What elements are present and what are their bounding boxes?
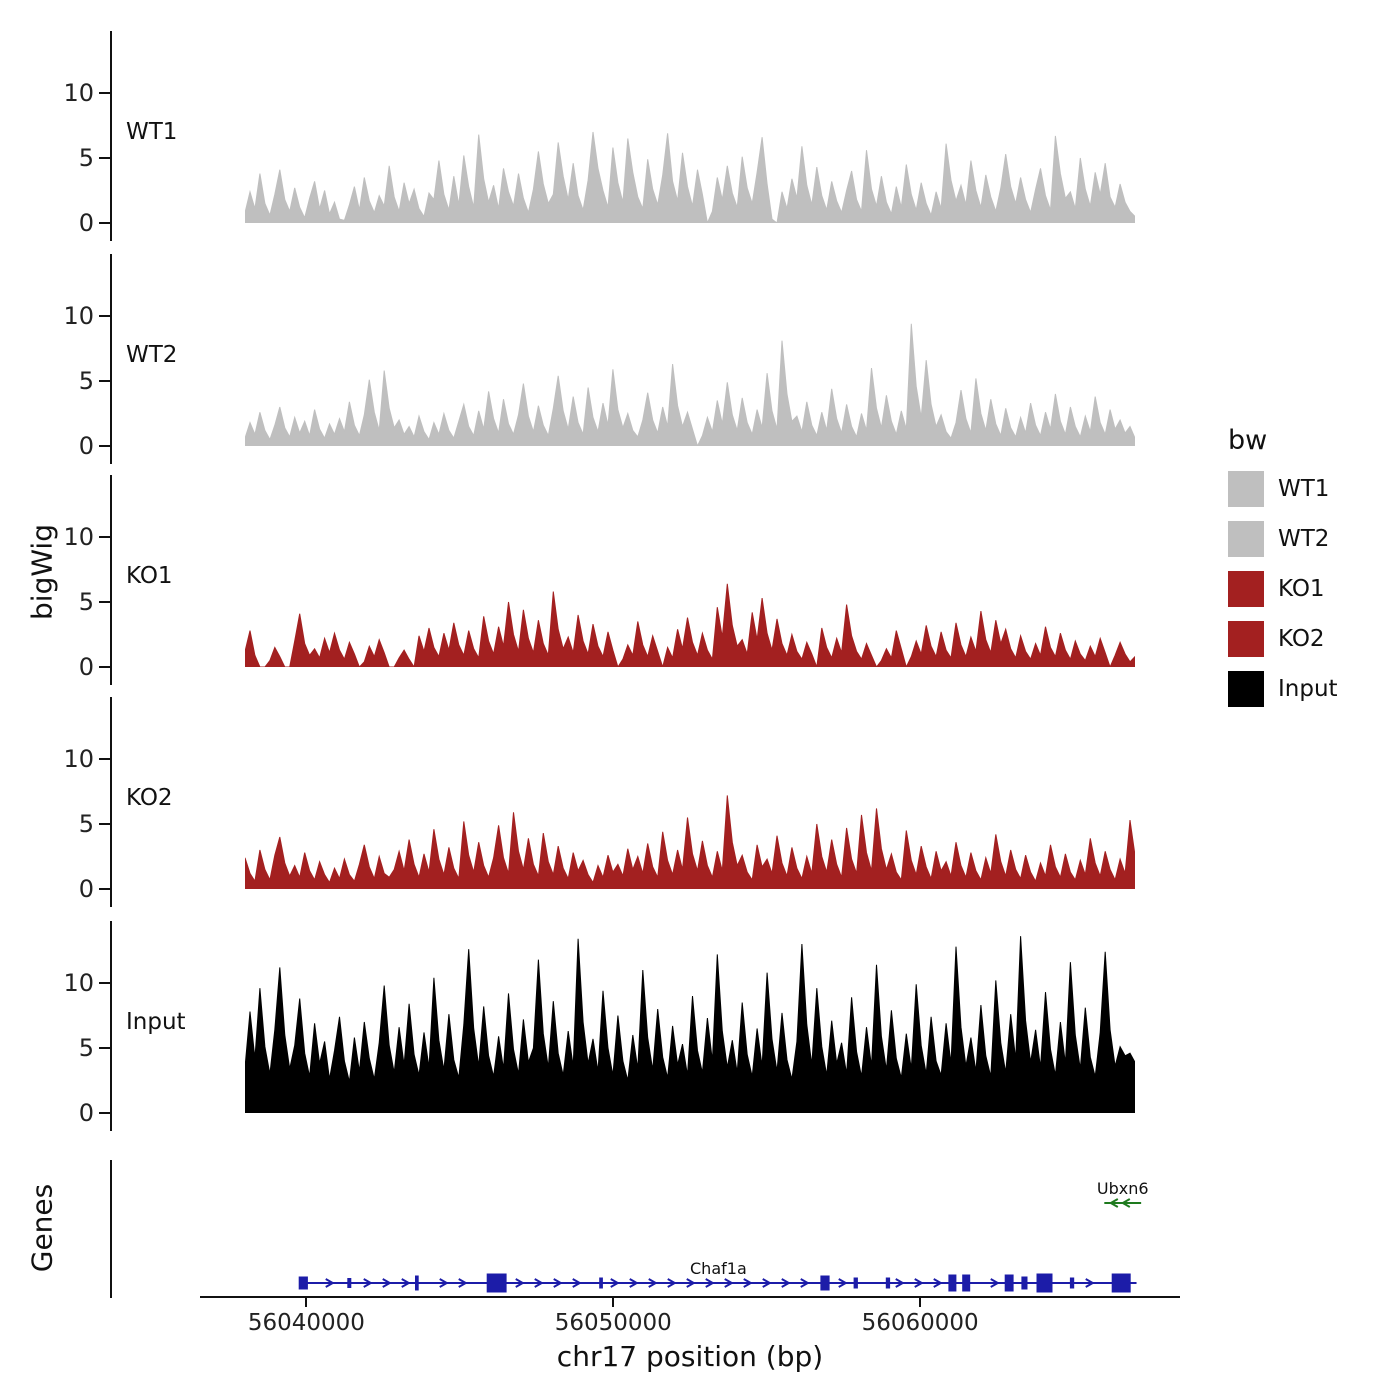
track-ko1-area bbox=[245, 583, 1135, 667]
panel-input-ytick-label-0: 0 bbox=[78, 1099, 94, 1127]
panel-input-ytick-label-10: 10 bbox=[63, 969, 94, 997]
xtick-56040000 bbox=[305, 1298, 308, 1307]
gene-chaf1a-exon-11 bbox=[1021, 1276, 1028, 1290]
gene-chaf1a-exon-6 bbox=[853, 1277, 858, 1289]
track-label-input: Input bbox=[126, 1009, 186, 1035]
gene-ubxn6-strand-arrows bbox=[1108, 1198, 1131, 1208]
x-axis-line bbox=[200, 1296, 1180, 1298]
panel-ko2-ytick-5 bbox=[99, 823, 110, 825]
panel-wt1-ytick-label-5: 5 bbox=[78, 144, 94, 172]
panel-wt1-ytick-label-0: 0 bbox=[78, 209, 94, 237]
track-label-ko1: KO1 bbox=[126, 563, 173, 589]
legend-label-ko2: KO2 bbox=[1278, 626, 1325, 652]
gene-chaf1a-exon-12 bbox=[1036, 1273, 1053, 1293]
legend-label-input: Input bbox=[1278, 676, 1338, 702]
panel-wt1-axis-line bbox=[110, 31, 112, 241]
genes-track-canvas bbox=[298, 1198, 1142, 1293]
genes-panel-axis-line bbox=[110, 1160, 112, 1298]
panel-wt2-ytick-label-10: 10 bbox=[63, 302, 94, 330]
track-input-canvas bbox=[245, 936, 1135, 1113]
track-ko1-canvas bbox=[245, 583, 1135, 667]
xtick-56060000 bbox=[919, 1298, 922, 1307]
legend-label-wt1: WT1 bbox=[1278, 476, 1330, 502]
track-label-ko2: KO2 bbox=[126, 785, 173, 811]
panel-ko1-ytick-label-10: 10 bbox=[63, 523, 94, 551]
panel-wt2-axis-line bbox=[110, 254, 112, 464]
panel-ko1-ytick-label-0: 0 bbox=[78, 653, 94, 681]
panel-ko2-ytick-10 bbox=[99, 758, 110, 760]
panel-ko1-ytick-0 bbox=[99, 666, 110, 668]
track-label-wt2: WT2 bbox=[126, 342, 178, 368]
gene-chaf1a-exon-14 bbox=[1111, 1273, 1131, 1293]
legend-label-ko1: KO1 bbox=[1278, 576, 1325, 602]
panel-input-ytick-5 bbox=[99, 1047, 110, 1049]
legend-swatch-ko2 bbox=[1228, 621, 1264, 657]
gene-chaf1a-exon-4 bbox=[599, 1277, 603, 1289]
panel-ko1-ytick-10 bbox=[99, 536, 110, 538]
panel-wt2-ytick-5 bbox=[99, 380, 110, 382]
xtick-label-56060000: 56060000 bbox=[861, 1310, 979, 1336]
track-ko2-area bbox=[245, 795, 1135, 889]
panel-input-ytick-10 bbox=[99, 982, 110, 984]
track-wt2-canvas bbox=[245, 323, 1135, 446]
gene-label-ubxn6: Ubxn6 bbox=[1096, 1179, 1149, 1198]
gene-chaf1a-strand-arrows bbox=[325, 1278, 1095, 1288]
panel-ko1-ytick-label-5: 5 bbox=[78, 588, 94, 616]
track-input-area bbox=[245, 936, 1135, 1113]
xtick-label-56040000: 56040000 bbox=[247, 1310, 365, 1336]
legend-swatch-wt1 bbox=[1228, 471, 1264, 507]
panel-wt1-ytick-10 bbox=[99, 92, 110, 94]
panel-wt2-ytick-0 bbox=[99, 445, 110, 447]
panel-ko2-ytick-label-0: 0 bbox=[78, 875, 94, 903]
track-wt2-area bbox=[245, 323, 1135, 446]
panel-input-ytick-0 bbox=[99, 1112, 110, 1114]
gene-chaf1a-exon-8 bbox=[948, 1274, 957, 1292]
legend-swatch-wt2 bbox=[1228, 521, 1264, 557]
panel-input-axis-line bbox=[110, 921, 112, 1131]
gene-chaf1a-exon-9 bbox=[962, 1274, 971, 1292]
panel-ko2-axis-line bbox=[110, 697, 112, 907]
legend-label-wt2: WT2 bbox=[1278, 526, 1330, 552]
gene-chaf1a-exon-1 bbox=[347, 1278, 352, 1288]
panel-ko2-ytick-label-5: 5 bbox=[78, 810, 94, 838]
legend-swatch-input bbox=[1228, 671, 1264, 707]
x-axis-title: chr17 position (bp) bbox=[556, 1340, 824, 1373]
panel-ko1-ytick-5 bbox=[99, 601, 110, 603]
gene-chaf1a-exon-13 bbox=[1069, 1277, 1075, 1289]
legend-title: bw bbox=[1228, 425, 1268, 456]
panel-wt2-ytick-label-0: 0 bbox=[78, 432, 94, 460]
xtick-label-56050000: 56050000 bbox=[554, 1310, 672, 1336]
gene-chaf1a-exon-5 bbox=[820, 1275, 830, 1291]
panel-wt1-ytick-5 bbox=[99, 157, 110, 159]
panel-wt2-ytick-10 bbox=[99, 315, 110, 317]
panel-input-ytick-label-5: 5 bbox=[78, 1034, 94, 1062]
gene-chaf1a-exon-10 bbox=[1004, 1274, 1014, 1292]
xtick-56050000 bbox=[612, 1298, 615, 1307]
gene-chaf1a-exon-2 bbox=[415, 1275, 419, 1291]
track-wt1-area bbox=[245, 131, 1135, 223]
panel-wt1-ytick-label-10: 10 bbox=[63, 79, 94, 107]
gene-chaf1a-exon-7 bbox=[885, 1277, 891, 1289]
gene-chaf1a-exon-3 bbox=[486, 1273, 507, 1293]
panel-wt2-ytick-label-5: 5 bbox=[78, 367, 94, 395]
track-label-wt1: WT1 bbox=[126, 119, 178, 145]
gene-chaf1a-exon-0 bbox=[298, 1276, 308, 1290]
gene-label-chaf1a: Chaf1a bbox=[690, 1259, 747, 1278]
panel-wt1-ytick-0 bbox=[99, 222, 110, 224]
legend-swatch-ko1 bbox=[1228, 571, 1264, 607]
panel-ko2-ytick-label-10: 10 bbox=[63, 745, 94, 773]
panel-ko1-axis-line bbox=[110, 475, 112, 685]
panel-ko2-ytick-0 bbox=[99, 888, 110, 890]
track-wt1-canvas bbox=[245, 131, 1135, 223]
track-ko2-canvas bbox=[245, 795, 1135, 889]
